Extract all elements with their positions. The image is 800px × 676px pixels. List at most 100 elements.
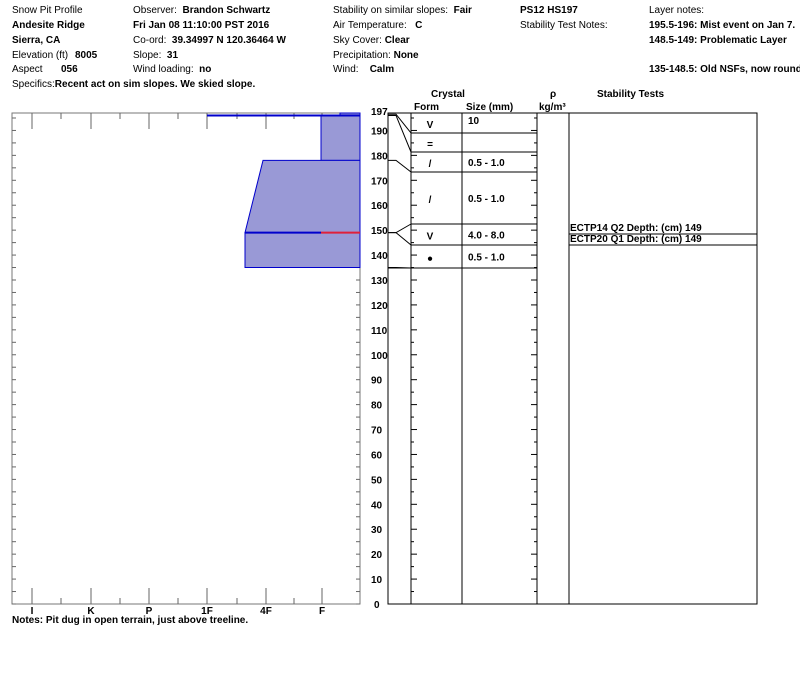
stability-test: ECTP20 Q1 Depth: (cm) 149 [570, 234, 702, 245]
x-tick-label: 1F [201, 606, 213, 617]
y-tick-label: 120 [371, 301, 388, 312]
crystal-size: 0.5 - 1.0 [468, 253, 505, 264]
notes: Notes: Pit dug in open terrain, just abo… [12, 615, 249, 626]
y-tick-label: 100 [371, 351, 388, 362]
slope-value: 31 [166, 50, 179, 61]
elevation: 8005 [75, 50, 98, 61]
hardness-layer [244, 159, 361, 234]
y-tick-label: 140 [371, 251, 388, 262]
layer-note: 135-148.5: Old NSFs, now rounds [649, 64, 800, 75]
sky-value: Clear [384, 35, 410, 46]
layer-note: 148.5-149: Problematic Layer [649, 35, 787, 46]
crystal-form-icon: = [427, 140, 433, 151]
hardness-layer [244, 232, 361, 269]
y-tick-label: 130 [371, 276, 388, 287]
precip: Precipitation: None [333, 50, 419, 62]
y-tick-label: 170 [371, 176, 388, 187]
y-tick-label: 0 [374, 600, 380, 611]
y-tick-label: 90 [371, 376, 383, 387]
crystal-size: 10 [468, 116, 480, 127]
aspect: 056 [61, 64, 78, 75]
air-temp-label: Air Temperature: [333, 20, 407, 31]
title: Snow Pit Profile [12, 5, 83, 16]
location: Andesite Ridge [12, 20, 85, 31]
observer-value: Brandon Schwartz [182, 5, 271, 16]
crystal-size: 0.5 - 1.0 [468, 158, 505, 169]
region: Sierra, CA [12, 35, 61, 46]
layer-connector [388, 159, 412, 173]
y-tick-label: 10 [371, 575, 383, 586]
stability-test: ECTP14 Q2 Depth: (cm) 149 [570, 223, 702, 234]
specifics: Specifics:Recent act on sim slopes. We s… [12, 79, 255, 91]
crystal-form-icon: V [427, 232, 434, 243]
y-tick-label: 30 [371, 525, 383, 536]
slope: Slope: 31 [133, 50, 178, 62]
crystal-form-icon: ● [427, 254, 433, 265]
specifics-label: Specifics: [12, 79, 55, 90]
stability-notes-label: Stability Test Notes: [520, 20, 608, 31]
crystal-size: 4.0 - 8.0 [468, 231, 505, 242]
wind-loading-label: Wind loading: [133, 64, 194, 75]
observer-label: Observer: [133, 5, 177, 16]
y-tick-label: 160 [371, 201, 388, 212]
stability-value: Fair [453, 5, 472, 16]
layer-notes-label: Layer notes: [649, 5, 705, 16]
aspect-label: Aspect [12, 64, 43, 75]
form-header: Form [414, 102, 439, 113]
hardness-layer [320, 114, 361, 161]
hardness-frame [11, 112, 361, 605]
x-tick-label: K [87, 606, 95, 617]
y-tick-label: 80 [371, 401, 383, 412]
stability-tests-header: Stability Tests [597, 89, 665, 100]
observer: Observer: Brandon Schwartz [133, 5, 270, 17]
coord: Co-ord: 39.34997 N 120.36464 W [133, 35, 286, 47]
stability-label: Stability on similar slopes: [333, 5, 449, 16]
layer-connector [388, 232, 412, 246]
x-tick-label: 4F [260, 606, 272, 617]
specifics-value: Recent act on sim slopes. We skied slope… [54, 79, 256, 90]
size-header: Size (mm) [466, 102, 514, 113]
y-tick-label: 70 [371, 426, 383, 437]
datetime: Fri Jan 08 11:10:00 PST 2016 [133, 20, 270, 31]
precip-value: None [393, 50, 419, 61]
sky: Sky Cover: Clear [333, 35, 410, 47]
crystal-form-icon: / [429, 159, 432, 170]
y-tick-label: 110 [371, 326, 388, 337]
y-tick-label: 180 [371, 151, 388, 162]
y-tick-label: 40 [371, 500, 383, 511]
layer-connector [388, 114, 412, 153]
density-header: ρ [550, 89, 557, 100]
y-tick-label: 190 [371, 126, 388, 137]
sky-label: Sky Cover: [333, 35, 382, 46]
elevation-label: Elevation (ft) [12, 50, 69, 61]
x-tick-label: F [319, 606, 325, 617]
crystal-form-icon: / [429, 195, 432, 206]
density-unit: kg/m³ [539, 102, 566, 113]
crystal-header: Crystal [431, 89, 465, 100]
table-frame [387, 112, 758, 605]
y-tick-label: 60 [371, 450, 383, 461]
air-temp: Air Temperature: C [333, 20, 422, 32]
crystal-form-icon: V [427, 120, 434, 131]
coord-value: 39.34997 N 120.36464 W [171, 35, 286, 46]
wind-loading-value: no [199, 64, 212, 75]
x-tick-label: I [31, 606, 34, 617]
x-tick-label: P [146, 606, 153, 617]
wind: Wind: Calm [333, 64, 394, 76]
y-tick-label: 20 [371, 550, 383, 561]
air-temp-value: C [415, 20, 423, 31]
wind-loading: Wind loading: no [133, 64, 211, 76]
y-tick-label: 150 [371, 226, 388, 237]
slope-label: Slope: [133, 50, 162, 61]
layer-connector [388, 113, 412, 134]
layer-note: 195.5-196: Mist event on Jan 7. [649, 20, 796, 31]
pit-summary: PS12 HS197 [520, 5, 578, 16]
layer-connector [388, 223, 412, 234]
precip-label: Precipitation: [333, 50, 391, 61]
y-tick-label: 197 [371, 107, 388, 118]
crystal-size: 0.5 - 1.0 [468, 194, 505, 205]
stability: Stability on similar slopes: Fair [333, 5, 472, 17]
wind-value: Calm [369, 64, 395, 75]
wind-label: Wind: [333, 64, 359, 75]
